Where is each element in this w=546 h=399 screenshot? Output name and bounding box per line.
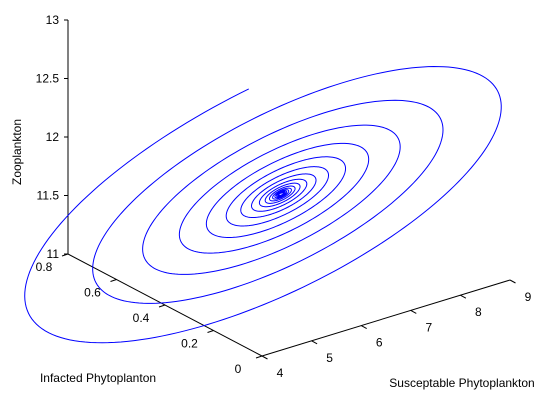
x-tick-label: 5 [326, 351, 333, 365]
z-axis-label: Zooplankton [10, 119, 24, 185]
x-tick-mark [311, 340, 318, 345]
x-tick-label: 9 [525, 290, 532, 304]
x-tick-mark [460, 294, 467, 299]
y-tick-mark [158, 304, 166, 308]
y-tick-label: 0 [235, 362, 242, 376]
x-tick-label: 7 [425, 320, 432, 334]
x-tick-label: 4 [277, 366, 284, 380]
x-tick-mark [509, 279, 516, 284]
y-tick-label: 0.4 [133, 311, 150, 325]
z-tick-label: 12 [46, 130, 60, 144]
y-axis-label: Infacted Phytoplanton [40, 371, 156, 385]
y-tick-mark [207, 330, 214, 333]
trajectory-layer [24, 66, 502, 344]
x-tick-label: 8 [475, 305, 482, 319]
x-tick-mark [261, 355, 268, 360]
x-axis-line [261, 279, 511, 357]
z-tick-label: 12.5 [36, 72, 60, 86]
x-tick-mark [410, 309, 417, 314]
x-tick-label: 6 [376, 336, 383, 350]
trajectory-series-0 [24, 66, 502, 344]
z-tick-label: 11 [47, 247, 60, 261]
z-tick-label: 13 [46, 13, 60, 27]
y-tick-mark [110, 279, 117, 282]
y-tick-label: 0.6 [84, 286, 101, 300]
ticks-layer: 4 5 6 7 8 9 0 0.2 0.4 0.6 0.811 11.5 12 12.5 13 [36, 13, 532, 380]
y-tick-label: 0.8 [36, 260, 53, 274]
z-tick-label: 11.5 [37, 189, 60, 203]
x-axis-label: Susceptable Phytoplankton [389, 376, 534, 390]
y-tick-mark [255, 355, 263, 359]
y-tick-label: 0.2 [181, 337, 198, 351]
x-tick-mark [360, 325, 367, 330]
